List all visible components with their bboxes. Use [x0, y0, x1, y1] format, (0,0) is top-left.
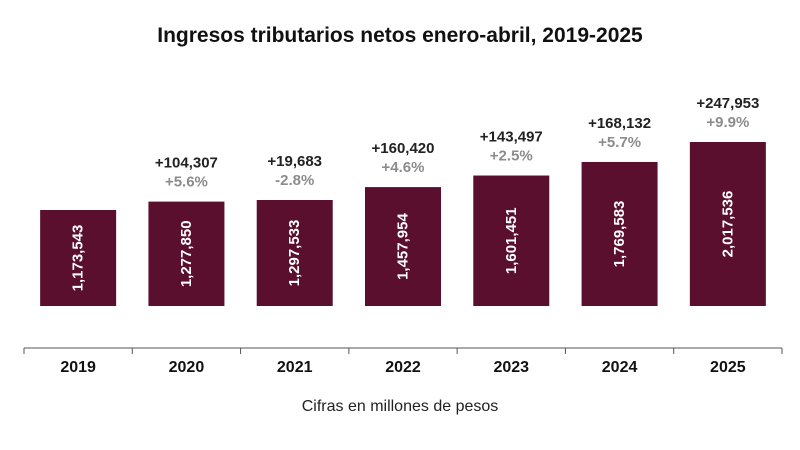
- bar-value-label: 2,017,536: [719, 191, 736, 258]
- change-absolute-label: +168,132: [588, 115, 651, 132]
- x-tick-label: 2020: [169, 359, 205, 376]
- change-absolute-label: +160,420: [372, 140, 435, 157]
- bar-value-label: 1,297,533: [286, 220, 303, 287]
- change-percent-label: +9.9%: [706, 114, 749, 131]
- change-percent-label: -2.8%: [275, 172, 314, 189]
- x-tick-label: 2019: [60, 359, 96, 376]
- bar-value-label: 1,277,850: [178, 220, 195, 287]
- x-axis-caption: Cifras en millones de pesos: [301, 398, 499, 415]
- bar-value-label: 1,601,451: [503, 207, 520, 274]
- bar: [581, 161, 658, 306]
- x-tick-label: 2024: [602, 359, 638, 376]
- bar: [365, 187, 441, 306]
- bar: [40, 210, 117, 306]
- change-percent-label: +5.7%: [598, 134, 641, 151]
- bar-value-label: 1,457,954: [395, 213, 412, 280]
- x-tick-label: 2025: [710, 359, 746, 376]
- change-absolute-label: +143,497: [480, 129, 543, 146]
- bar: [473, 175, 550, 306]
- change-absolute-label: +19,683: [267, 153, 322, 170]
- bar: [689, 142, 766, 306]
- x-tick-label: 2021: [277, 359, 313, 376]
- chart-title: Ingresos tributarios netos enero-abril, …: [157, 24, 643, 47]
- x-tick-label: 2023: [493, 359, 529, 376]
- bar-value-label: 1,769,583: [611, 201, 628, 268]
- change-percent-label: +5.6%: [165, 174, 208, 191]
- change-absolute-label: +247,953: [696, 95, 759, 112]
- change-percent-label: +2.5%: [490, 148, 533, 165]
- bar: [148, 201, 225, 306]
- change-absolute-label: +104,307: [155, 155, 218, 172]
- change-percent-label: +4.6%: [382, 159, 425, 176]
- bar: [256, 200, 333, 306]
- x-tick-label: 2022: [385, 359, 421, 376]
- bar-value-label: 1,173,543: [70, 225, 87, 292]
